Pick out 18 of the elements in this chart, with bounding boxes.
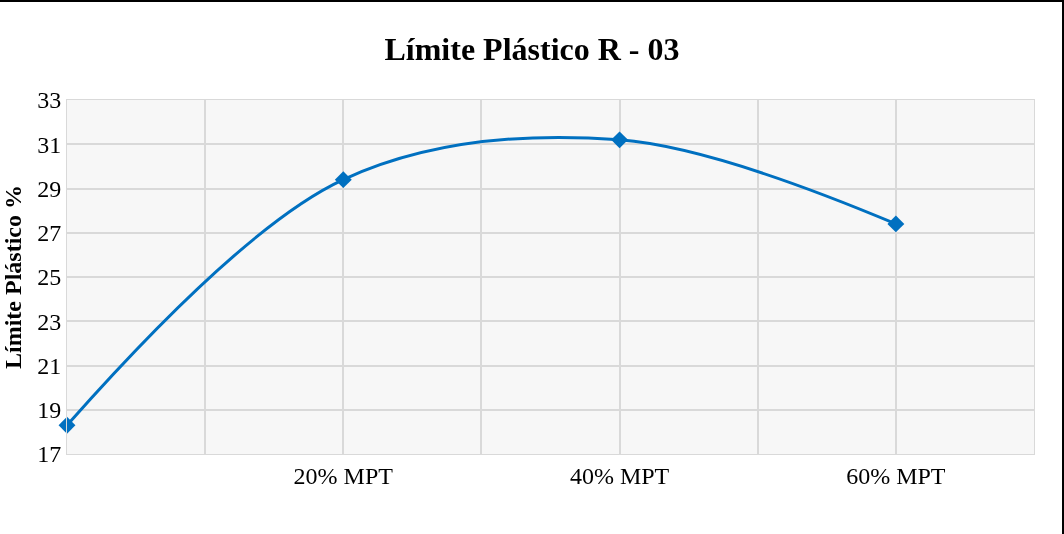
y-tick-label: 31: [37, 131, 62, 158]
point: [58, 416, 76, 434]
y-tick-label: 27: [37, 220, 62, 247]
y-tick-label: 25: [37, 264, 62, 291]
chart-title: Límite Plástico R - 03: [384, 30, 680, 67]
y-tick-label: 23: [37, 308, 62, 335]
point: [611, 131, 629, 149]
y-axis-title: Límite Plástico %: [0, 185, 27, 369]
y-tick-label: 19: [37, 397, 62, 424]
y-tick-label: 17: [37, 441, 62, 468]
x-tick-label: 60% MPT: [846, 462, 946, 489]
y-tick-label: 21: [37, 352, 62, 379]
x-tick-label: 20% MPT: [293, 462, 394, 489]
point: [334, 171, 352, 189]
point: [887, 215, 905, 233]
y-tick-label: 29: [37, 175, 62, 202]
y-tick-label: 33: [37, 87, 62, 114]
x-tick-label: 40% MPT: [569, 462, 670, 489]
